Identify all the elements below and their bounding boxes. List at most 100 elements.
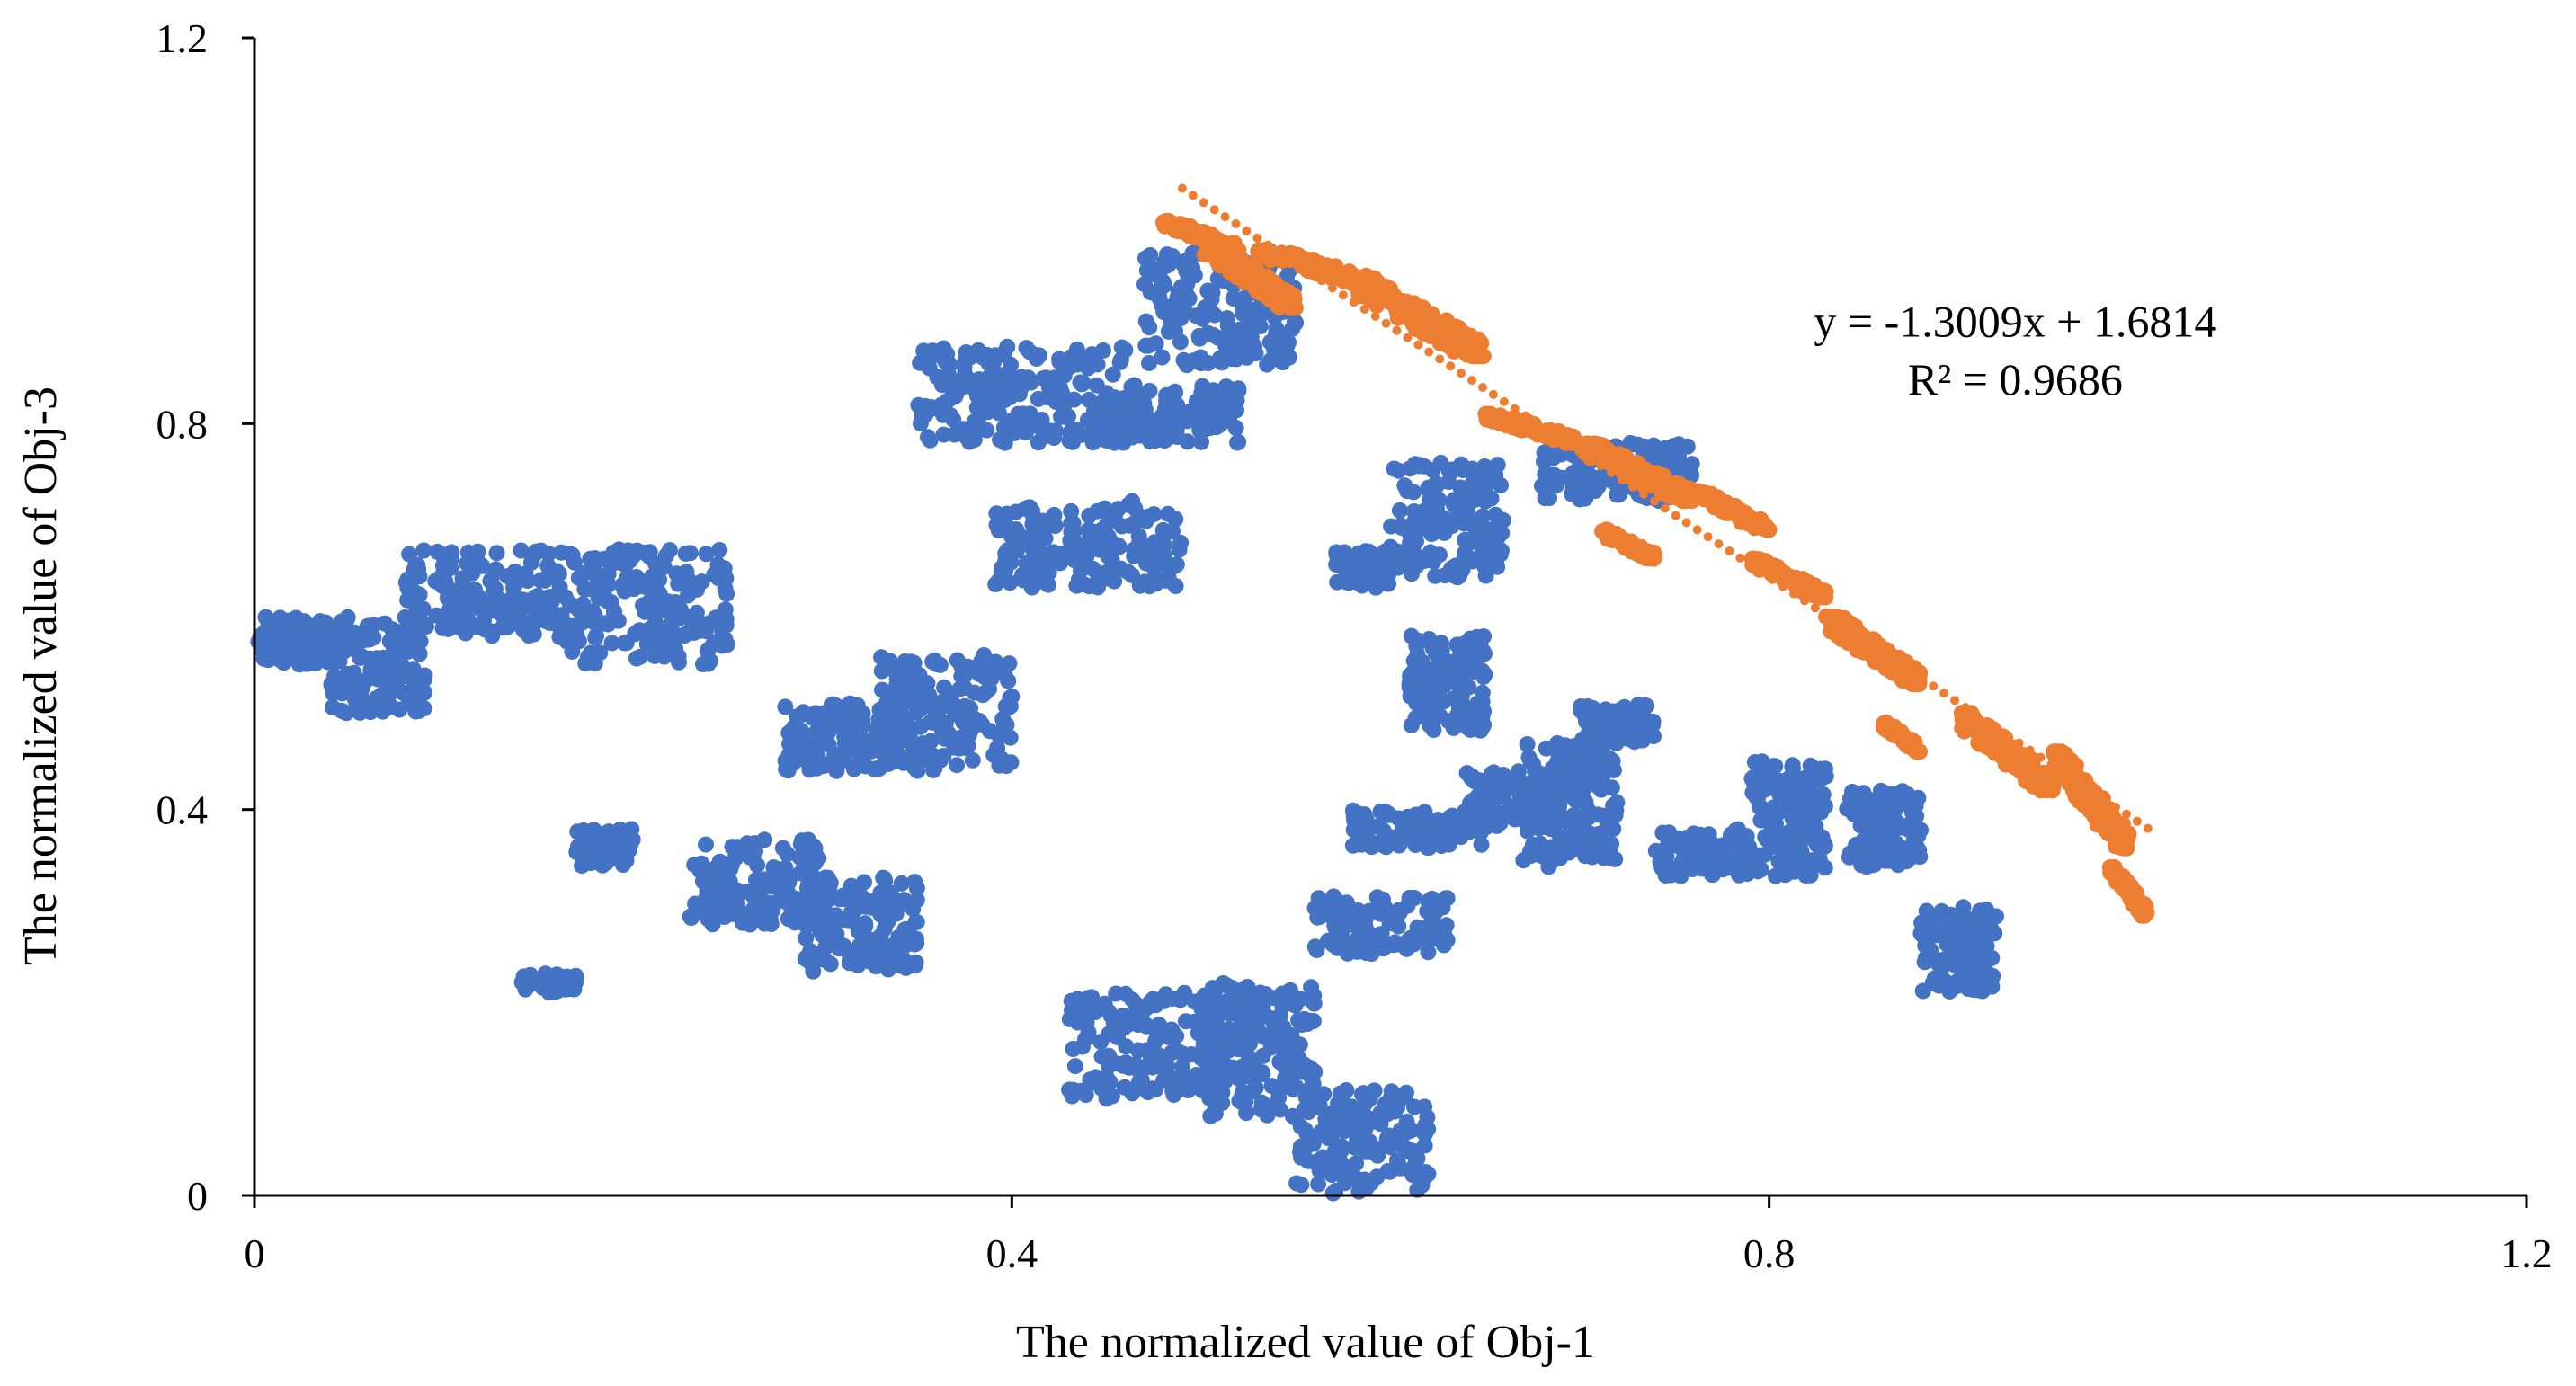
data-point xyxy=(1278,1053,1295,1070)
data-point xyxy=(1163,1021,1180,1038)
data-point xyxy=(1172,333,1189,351)
data-point xyxy=(1475,775,1493,792)
data-point xyxy=(1154,349,1171,366)
data-point xyxy=(454,570,471,587)
data-point xyxy=(1024,526,1041,543)
data-point xyxy=(605,849,622,866)
data-point xyxy=(1252,306,1270,323)
data-point xyxy=(1333,1154,1350,1171)
data-point xyxy=(1236,980,1253,997)
data-point xyxy=(1241,321,1258,338)
data-point xyxy=(764,878,780,895)
data-point xyxy=(1157,257,1174,274)
data-point xyxy=(1965,981,1982,998)
data-point xyxy=(995,420,1012,436)
data-point xyxy=(933,377,950,394)
data-point xyxy=(610,612,627,629)
data-point xyxy=(1427,475,1444,492)
data-point xyxy=(1891,725,1908,742)
data-point xyxy=(1580,809,1597,826)
data-point xyxy=(1284,320,1301,337)
data-point xyxy=(1937,973,1953,990)
data-point xyxy=(756,831,773,848)
data-point xyxy=(1252,984,1269,1001)
data-point xyxy=(1440,463,1457,479)
data-point xyxy=(1171,541,1188,558)
data-point xyxy=(1121,517,1138,534)
data-point xyxy=(1093,1048,1110,1065)
data-point xyxy=(1477,405,1494,422)
data-point xyxy=(819,927,836,944)
data-point xyxy=(1099,428,1116,445)
data-point xyxy=(1299,1152,1316,1169)
data-point xyxy=(711,542,728,558)
data-point xyxy=(410,614,427,631)
data-point xyxy=(888,734,905,751)
data-point xyxy=(562,546,579,563)
data-point xyxy=(1515,422,1532,438)
data-point xyxy=(619,835,637,852)
data-point xyxy=(1984,968,2001,984)
data-point xyxy=(550,565,567,582)
data-point xyxy=(1850,794,1867,811)
data-point xyxy=(1661,824,1678,841)
data-point xyxy=(1217,1072,1234,1089)
data-point xyxy=(671,610,688,627)
data-point xyxy=(1157,214,1174,231)
data-point xyxy=(966,684,983,701)
data-point xyxy=(730,886,747,902)
data-point xyxy=(868,958,885,975)
data-point xyxy=(1096,500,1113,517)
data-point xyxy=(1427,567,1444,584)
data-point xyxy=(454,591,471,608)
data-point xyxy=(1030,434,1047,451)
data-point xyxy=(935,406,952,423)
data-point xyxy=(651,572,668,589)
data-point xyxy=(1306,938,1324,955)
data-point xyxy=(1076,1001,1093,1018)
data-point xyxy=(1315,1150,1332,1167)
data-point xyxy=(816,889,833,906)
data-point xyxy=(1297,1089,1315,1106)
data-point xyxy=(1970,724,1987,742)
data-point xyxy=(1077,1087,1094,1103)
data-point xyxy=(996,665,1013,682)
data-point xyxy=(777,698,794,715)
data-point xyxy=(1604,752,1621,769)
data-point xyxy=(1386,829,1403,846)
data-point xyxy=(1127,1055,1144,1072)
data-point xyxy=(1086,403,1102,419)
data-point xyxy=(1084,434,1101,451)
data-point xyxy=(485,582,502,600)
data-point xyxy=(1163,418,1180,435)
data-point xyxy=(1746,517,1763,534)
data-point xyxy=(1930,952,1947,969)
data-point xyxy=(576,581,593,598)
data-point xyxy=(1065,1081,1082,1098)
data-point xyxy=(939,346,956,363)
data-point xyxy=(1279,348,1297,365)
data-point xyxy=(999,338,1016,355)
data-point xyxy=(1141,319,1158,336)
data-point xyxy=(1404,812,1421,829)
data-point xyxy=(1116,1019,1133,1035)
data-point xyxy=(909,762,926,779)
data-point xyxy=(1363,837,1380,853)
data-point xyxy=(397,622,414,639)
data-point xyxy=(1141,354,1157,371)
data-point xyxy=(670,575,687,592)
data-point xyxy=(406,680,423,697)
data-point xyxy=(997,562,1014,579)
data-point xyxy=(1230,380,1247,397)
data-point xyxy=(1525,842,1542,859)
data-point xyxy=(1444,807,1461,824)
data-point xyxy=(1745,775,1762,792)
data-point xyxy=(571,602,588,619)
data-point xyxy=(551,579,568,596)
data-point xyxy=(943,699,960,716)
data-point xyxy=(1177,1013,1194,1030)
data-point xyxy=(415,700,432,717)
data-point xyxy=(370,669,387,686)
data-point xyxy=(1339,945,1356,962)
